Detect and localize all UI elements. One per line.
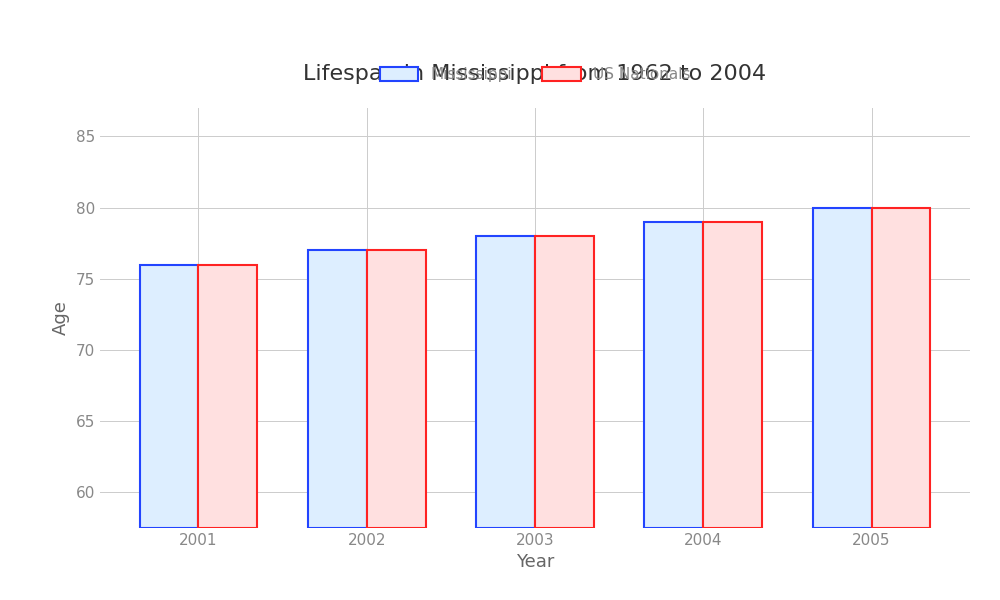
- Bar: [535, 236, 594, 528]
- Bar: [308, 250, 367, 528]
- Y-axis label: Age: Age: [52, 301, 70, 335]
- Bar: [476, 236, 535, 528]
- Bar: [644, 222, 703, 528]
- Bar: [140, 265, 198, 528]
- Bar: [872, 208, 930, 528]
- Bar: [198, 265, 257, 528]
- Title: Lifespan in Mississippi from 1962 to 2004: Lifespan in Mississippi from 1962 to 200…: [303, 64, 767, 84]
- Bar: [367, 250, 426, 528]
- Legend: Mississippi, US Nationals: Mississippi, US Nationals: [374, 61, 696, 88]
- X-axis label: Year: Year: [516, 553, 554, 571]
- Bar: [813, 208, 872, 528]
- Bar: [703, 222, 762, 528]
